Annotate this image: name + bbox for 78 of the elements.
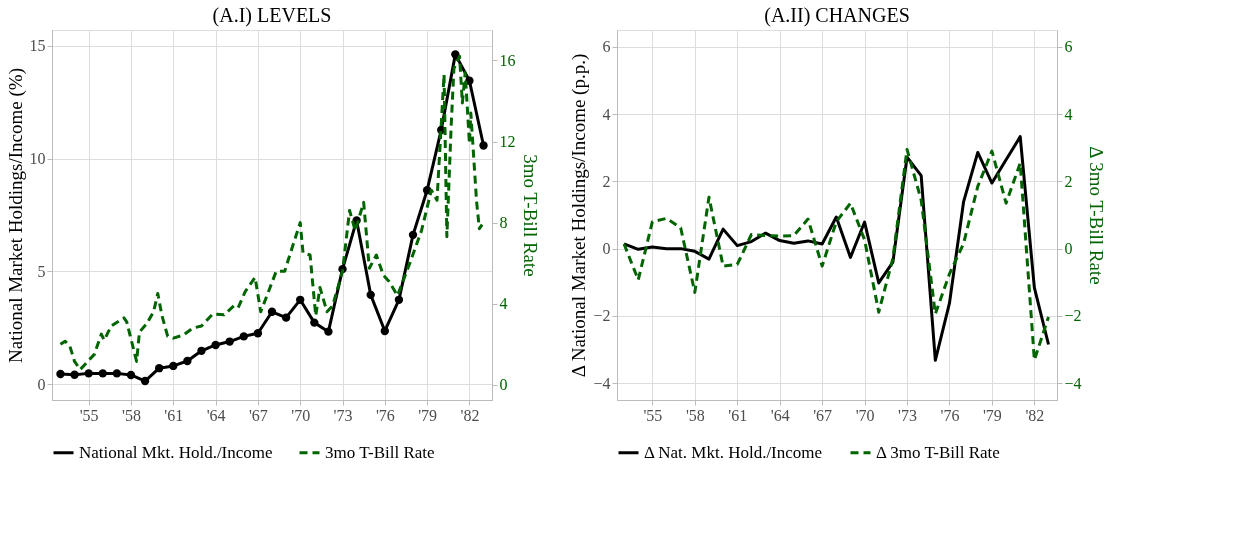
point [394, 295, 404, 304]
y-axis-title: National Market Holdings/Income (%) [4, 68, 27, 363]
point [169, 361, 178, 371]
x-tick-label: '73 [898, 406, 917, 424]
x-tick-label: '79 [982, 406, 1002, 424]
y2-tick-label: −2 [1064, 307, 1082, 325]
legend-label: 3mo T-Bill Rate [325, 442, 435, 462]
y2-tick-label: 16 [499, 51, 516, 69]
y2-tick-label: 4 [1064, 105, 1073, 123]
y2-tick-label: 2 [1064, 172, 1073, 190]
y2-axis-title: 3mo T-Bill Rate [519, 154, 541, 277]
x-tick-label: '79 [418, 406, 438, 424]
x-tick-label: '70 [855, 406, 875, 424]
y-tick-label: 2 [602, 172, 611, 190]
point [479, 141, 488, 150]
point [380, 326, 389, 336]
x-tick-label: '58 [685, 406, 705, 424]
y2-tick-label: 0 [499, 376, 508, 394]
y2-tick-label: 8 [499, 214, 508, 232]
point [296, 295, 305, 304]
chart-title: (A.II) CHANGES [764, 4, 910, 27]
y2-axis-title: Δ 3mo T-Bill Rate [1085, 146, 1107, 285]
x-tick-label: '55 [643, 406, 663, 424]
point [366, 290, 375, 300]
y2-tick-label: 6 [1064, 38, 1073, 56]
y-tick-label: 10 [29, 150, 46, 168]
y-tick-label: 4 [602, 105, 611, 123]
point [310, 318, 319, 327]
y-tick-label: 0 [602, 240, 611, 258]
point [70, 370, 79, 379]
y2-tick-label: 0 [1064, 240, 1073, 258]
point [155, 364, 164, 373]
x-tick-label: '73 [333, 406, 353, 424]
point [281, 313, 291, 322]
x-tick-label: '76 [375, 406, 395, 424]
point [197, 346, 206, 355]
point [451, 50, 460, 59]
x-tick-label: '76 [940, 406, 960, 424]
y-tick-label: 5 [37, 262, 46, 280]
legend-label: Δ 3mo T-Bill Rate [876, 442, 1000, 462]
point [211, 340, 220, 350]
y-tick-label: 15 [29, 37, 46, 55]
x-tick-label: '58 [122, 406, 141, 424]
y-tick-label: −2 [593, 307, 611, 325]
legend-label: National Mkt. Hold./Income [79, 442, 273, 462]
point [267, 307, 277, 316]
x-tick-label: '67 [813, 406, 833, 424]
x-tick-label: '61 [728, 406, 748, 424]
point [408, 230, 418, 240]
point [239, 332, 248, 341]
point [112, 369, 122, 378]
chart-title: (A.I) LEVELS [212, 4, 332, 27]
y2-tick-label: −4 [1064, 374, 1082, 392]
y-tick-label: 6 [602, 38, 611, 56]
x-tick-label: '70 [291, 406, 311, 424]
y2-tick-label: 4 [499, 295, 508, 313]
y-axis-title: Δ National Market Holdings/Income (p.p.) [568, 53, 591, 378]
y-tick-label: −4 [593, 374, 611, 392]
point [465, 76, 474, 85]
point [324, 327, 333, 336]
y-tick-label: 0 [37, 375, 46, 393]
point [126, 370, 136, 380]
x-tick-label: '61 [164, 406, 184, 424]
point [253, 329, 263, 338]
x-tick-label: '64 [770, 406, 790, 424]
x-tick-label: '82 [1025, 406, 1045, 424]
x-tick-label: '67 [248, 406, 268, 424]
x-tick-label: '64 [206, 406, 226, 424]
x-tick-label: '55 [79, 406, 99, 424]
point [183, 356, 192, 366]
y2-tick-label: 12 [499, 133, 516, 151]
x-tick-label: '82 [460, 406, 480, 424]
legend-label: Δ Nat. Mkt. Hold./Income [644, 442, 823, 462]
point [225, 337, 234, 346]
point [98, 369, 107, 378]
point [56, 369, 65, 379]
point [140, 376, 150, 386]
point [84, 369, 93, 378]
